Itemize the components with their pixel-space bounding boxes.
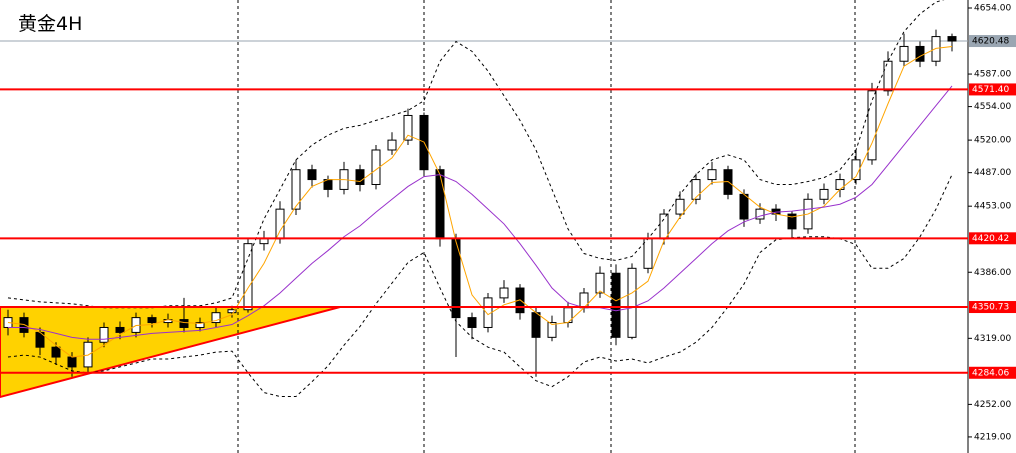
candle-body: [195, 322, 205, 328]
moving-average: [7, 45, 953, 358]
candle-body: [707, 169, 717, 181]
candle-body: [179, 319, 189, 328]
candle-body: [595, 272, 605, 294]
candle-body: [355, 169, 365, 185]
candle-body: [387, 139, 397, 151]
level-label-box: [969, 83, 1016, 96]
chart-title: 黄金4H: [18, 13, 82, 35]
y-tick-label: 4654.00: [974, 3, 1011, 13]
level-label-box: [969, 366, 1016, 379]
y-tick-label: 4520.00: [974, 136, 1011, 146]
candle-body: [835, 179, 845, 190]
candle-body: [643, 238, 653, 269]
level-label: 4420.42: [972, 234, 1009, 244]
candle-body: [851, 159, 861, 181]
y-tick-label: 4554.00: [974, 102, 1011, 112]
candle-body: [115, 326, 125, 333]
y-tick-label: 4252.00: [974, 400, 1011, 410]
candle-body: [147, 317, 157, 324]
level-label: 4350.73: [972, 303, 1009, 313]
candle-body: [403, 114, 413, 141]
y-tick-label: 4219.00: [974, 432, 1011, 442]
candle-body: [627, 267, 637, 338]
candle-body: [547, 322, 557, 338]
candle-body: [259, 238, 269, 245]
candle-body: [675, 198, 685, 215]
candle-body: [307, 169, 317, 181]
candle-body: [819, 188, 829, 200]
level-label-box: [969, 232, 1016, 245]
candle-body: [739, 193, 749, 220]
candle-body: [51, 346, 61, 358]
level-label: 4284.06: [972, 368, 1009, 378]
candle-body: [499, 287, 509, 299]
candle-body: [99, 326, 109, 343]
candle-body: [275, 208, 285, 240]
candle-body: [947, 36, 957, 42]
candle-body: [435, 169, 445, 240]
bollinger-band: [7, 174, 953, 397]
candle-body: [211, 312, 221, 324]
candle-body: [659, 213, 669, 240]
y-tick-label: 4587.00: [974, 70, 1011, 80]
level-label: 4571.40: [972, 85, 1009, 95]
candle-body: [755, 208, 765, 220]
moving-average: [8, 85, 953, 340]
current-price-label: 4620.48: [972, 37, 1009, 47]
candle-body: [787, 213, 797, 230]
y-tick-label: 4386.00: [974, 268, 1011, 278]
candle-body: [899, 45, 909, 62]
candle-body: [611, 272, 621, 338]
candle-body: [243, 243, 253, 311]
candle-body: [867, 90, 877, 161]
candle-body: [291, 169, 301, 210]
y-tick-label: 4453.00: [974, 202, 1011, 212]
candle-body: [883, 60, 893, 92]
candle-body: [915, 45, 925, 62]
candle-body: [67, 356, 77, 368]
current-price-box: [969, 35, 1016, 48]
level-label-box: [969, 301, 1016, 314]
candle-body: [531, 312, 541, 338]
candle-body: [691, 179, 701, 200]
y-tick-label: 4487.00: [974, 168, 1011, 178]
candle-body: [467, 317, 477, 328]
candle-body: [227, 309, 237, 314]
y-tick-label: 4319.00: [974, 334, 1011, 344]
